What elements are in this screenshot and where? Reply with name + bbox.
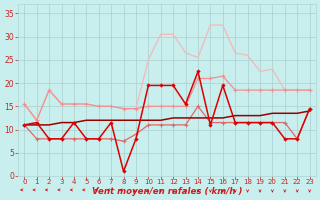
- X-axis label: Vent moyen/en rafales ( km/h ): Vent moyen/en rafales ( km/h ): [92, 187, 242, 196]
